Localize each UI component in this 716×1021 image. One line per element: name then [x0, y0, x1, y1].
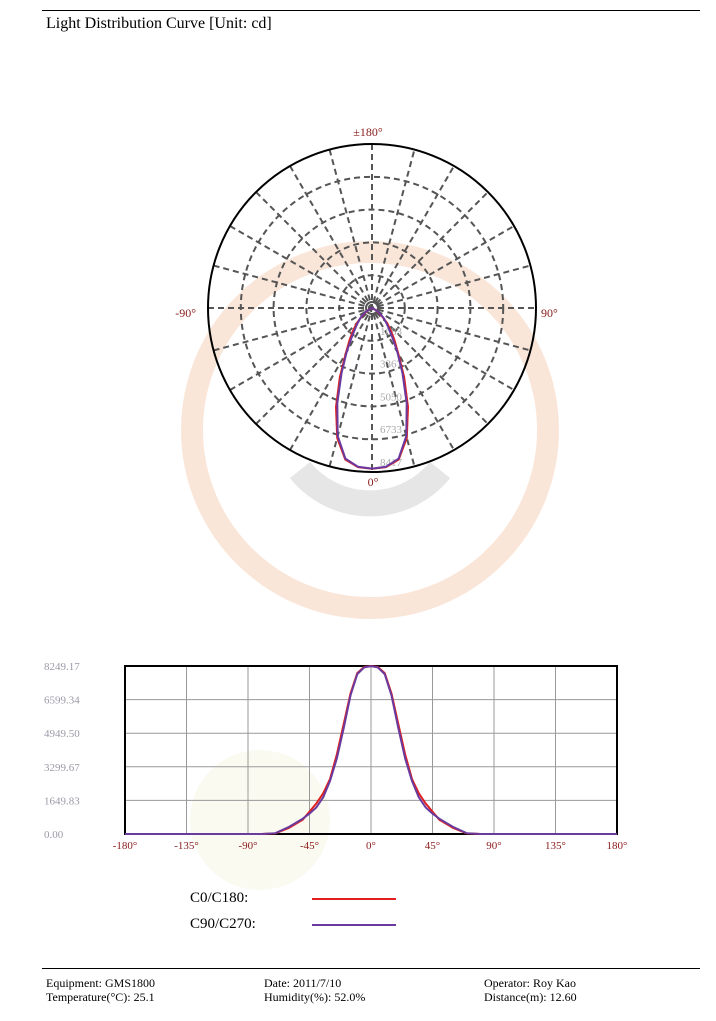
- footer-col-2: Date: 2011/7/10 Humidity(%): 52.0%: [264, 976, 365, 1004]
- x-tick-label: 135°: [545, 840, 566, 852]
- polar-ring-label: 3367: [380, 359, 403, 371]
- y-tick-label: 4949.50: [44, 728, 80, 740]
- legend-line-c90: [312, 924, 396, 926]
- footer-rule: [42, 968, 700, 969]
- top-rule: [42, 10, 700, 11]
- footer-col-3: Operator: Roy Kao Distance(m): 12.60: [484, 976, 577, 1004]
- polar-series-c90: [336, 306, 408, 470]
- distance-text: Distance(m): 12.60: [484, 990, 577, 1004]
- polar-ring-label: 6733: [380, 424, 403, 436]
- humidity-text: Humidity(%): 52.0%: [264, 990, 366, 1004]
- equipment-text: Equipment: GMS1800: [46, 976, 156, 990]
- x-tick-label: -45°: [300, 840, 319, 852]
- legend-label-c0: C0/C180:: [190, 890, 249, 906]
- line-chart: -180° -135° -90° -45° 0° 45° 90° 135° 180° 8249.…: [44, 661, 628, 852]
- x-tick-label: -180°: [113, 840, 138, 852]
- footer-col-1: Equipment: GMS1800 Temperature(°C): 25.1: [46, 976, 155, 1004]
- legend-line-c0: [312, 898, 396, 900]
- date-text: Date: 2011/7/10: [264, 976, 342, 990]
- x-tick-label: 180°: [607, 840, 628, 852]
- line-chart-grid: [125, 666, 617, 834]
- polar-outer-ring: [207, 143, 537, 473]
- line-chart-yticks: 8249.17 6599.34 4949.50 3299.67 1649.83 0.00: [44, 661, 80, 841]
- x-tick-label: -90°: [238, 840, 257, 852]
- legend-label-c90: C90/C270:: [190, 916, 256, 932]
- polar-label-right: 90°: [541, 306, 558, 320]
- polar-label-top: ±180°: [353, 125, 383, 139]
- polar-label-left: -90°: [175, 306, 196, 320]
- y-tick-label: 3299.67: [44, 762, 80, 774]
- page-title: Light Distribution Curve [Unit: cd]: [46, 15, 272, 32]
- x-tick-label: 0°: [366, 840, 376, 852]
- polar-label-bottom: 0°: [368, 475, 379, 489]
- x-tick-label: 45°: [425, 840, 440, 852]
- y-tick-label: 6599.34: [44, 695, 80, 707]
- line-chart-xticks: -180° -135° -90° -45° 0° 45° 90° 135° 180°: [113, 840, 628, 852]
- polar-grid-ring: [305, 241, 439, 375]
- x-tick-label: 90°: [486, 840, 501, 852]
- y-tick-label: 8249.17: [44, 661, 80, 673]
- polar-ring-label: 5050: [380, 391, 403, 403]
- temperature-text: Temperature(°C): 25.1: [46, 990, 155, 1004]
- y-tick-label: 1649.83: [44, 795, 80, 807]
- x-tick-label: -135°: [174, 840, 199, 852]
- y-tick-label: 0.00: [44, 829, 64, 841]
- operator-text: Operator: Roy Kao: [484, 976, 576, 990]
- line-series-c90: [125, 665, 617, 835]
